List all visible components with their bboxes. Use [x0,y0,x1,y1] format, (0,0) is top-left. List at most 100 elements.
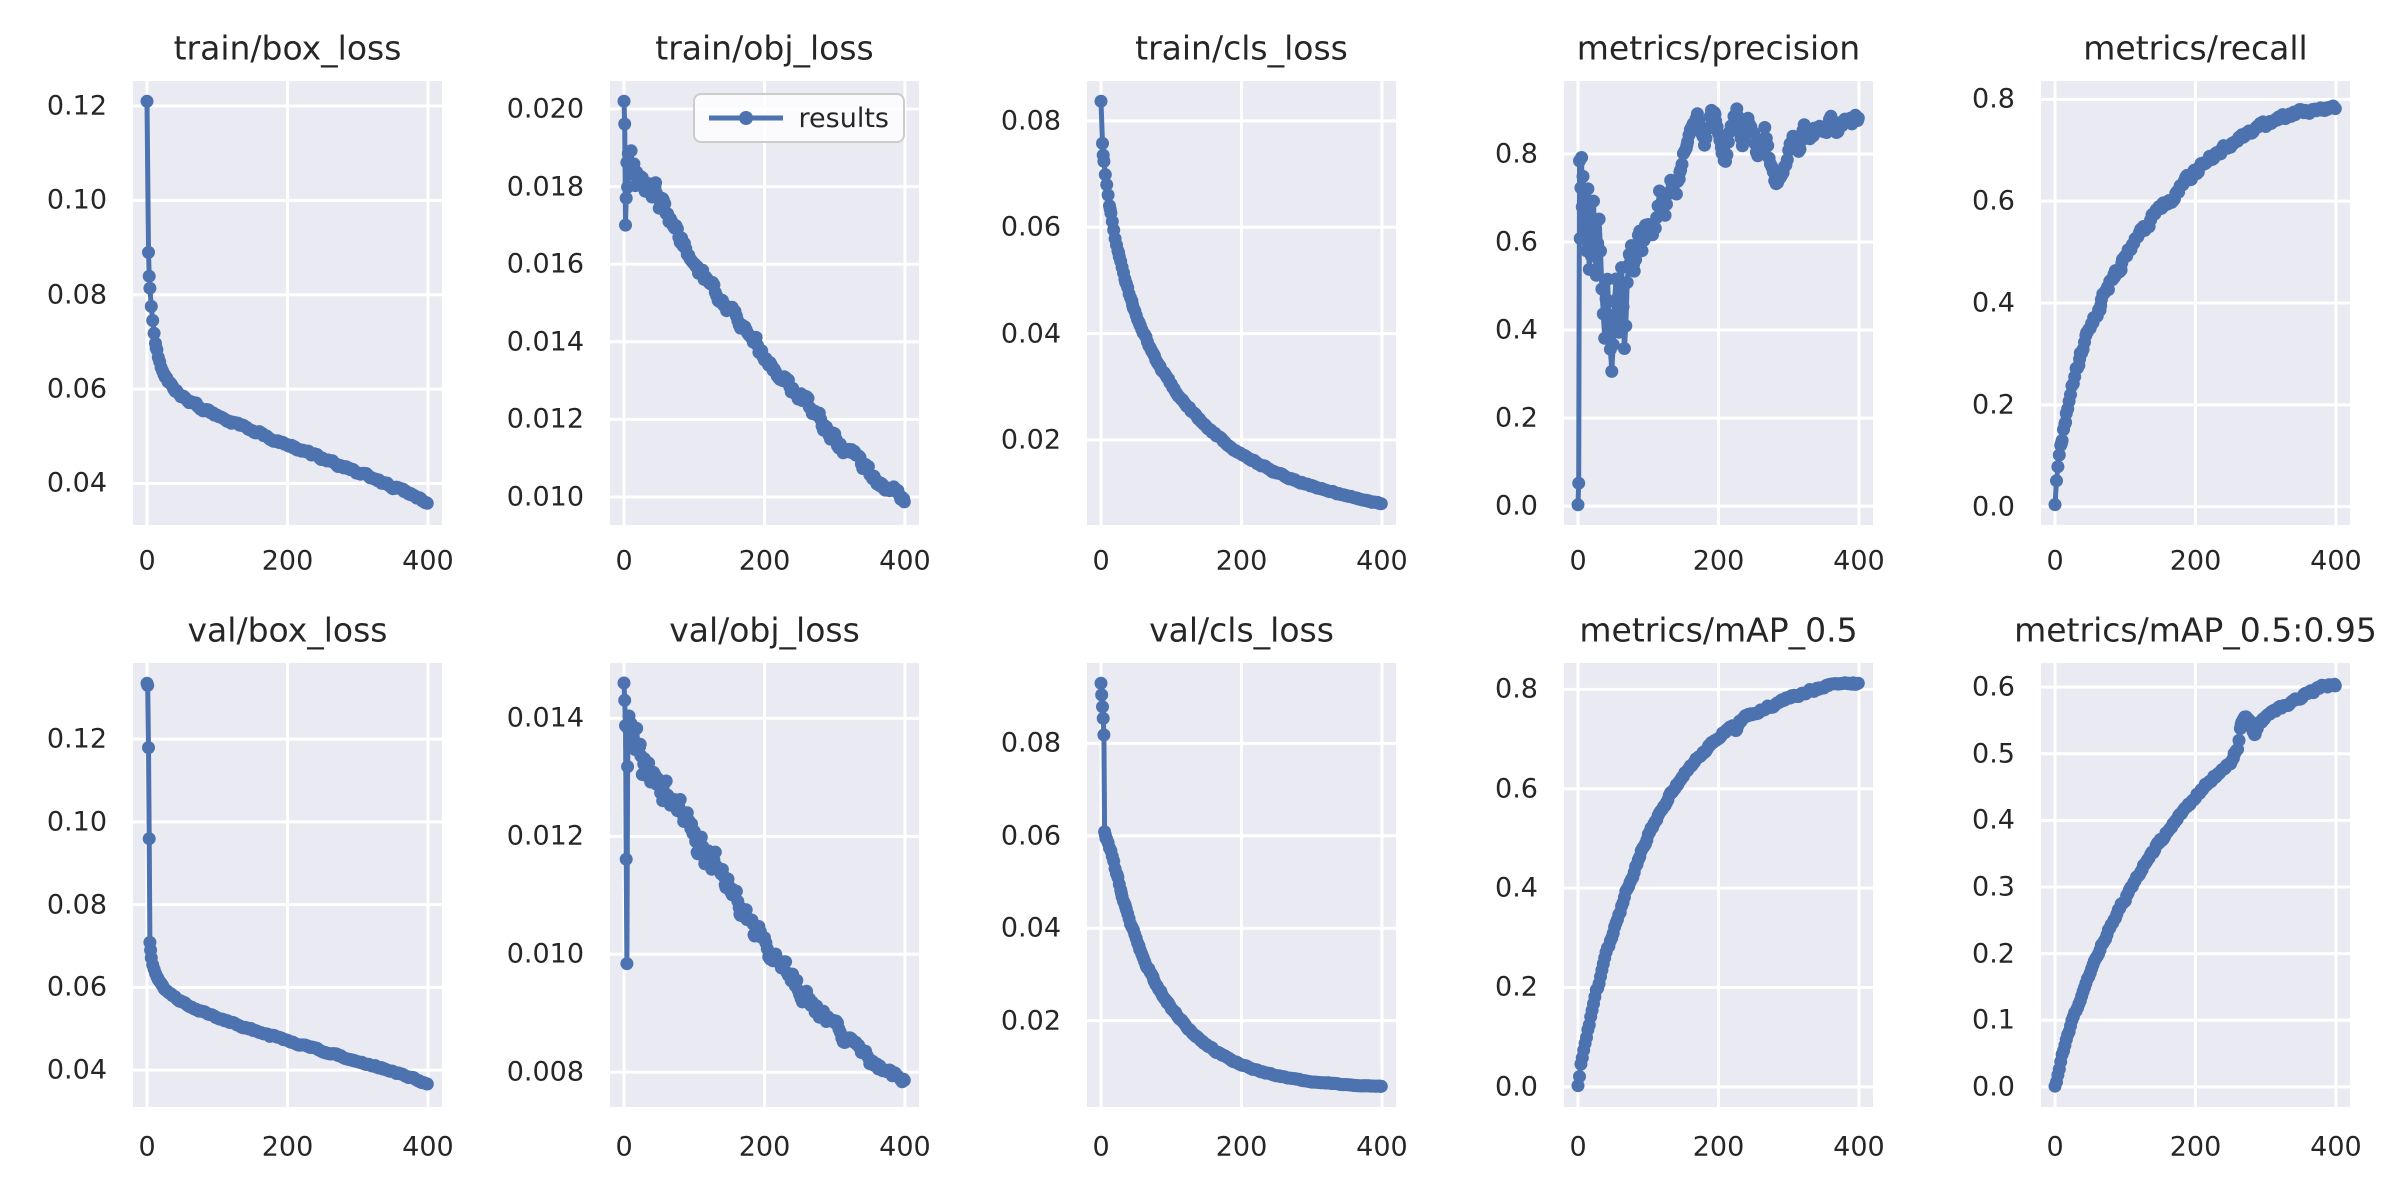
y-tick-label: 0.08 [1000,105,1061,137]
x-tick-label: 0 [1092,1131,1110,1163]
x-tick-label: 200 [2169,1131,2222,1163]
series-marker [2232,733,2246,747]
series-marker [619,852,633,866]
series-marker [1573,1070,1586,1083]
series-marker [2328,679,2342,693]
x-tick-label: 0 [2046,1131,2064,1163]
series-marker [1669,187,1683,201]
series-marker [1094,94,1108,108]
y-tick-label: 0.018 [506,171,584,203]
series-marker [2050,474,2063,488]
x-tick-label: 200 [1215,1131,1268,1163]
series-marker [1101,188,1115,202]
x-tick-label: 200 [261,1131,314,1163]
x-tick-label: 200 [2169,545,2222,577]
series-marker [1660,197,1673,211]
series-marker [1374,497,1388,511]
x-tick-label: 0 [2046,545,2064,577]
legend-marker [739,111,753,125]
x-tick-label: 400 [1356,545,1408,577]
series-marker [1617,342,1631,355]
series-marker [620,957,634,971]
y-tick-label: 0.10 [46,184,107,216]
y-tick-label: 0.3 [1972,871,2015,903]
y-tick-label: 0.10 [46,806,107,838]
series-marker [619,191,633,205]
plot-area-val-cls-loss [1087,663,1396,1107]
plot-area-metrics-recall [2041,81,2350,525]
series-marker [1576,169,1590,183]
series-marker [1592,212,1606,226]
series-marker [779,955,793,969]
series-marker [1095,688,1109,702]
y-tick-label: 0.2 [1495,971,1538,1003]
y-tick-label: 0.02 [1000,1005,1061,1037]
y-tick-label: 0.2 [1972,938,2015,970]
y-tick-label: 0.0 [1495,490,1538,522]
series-marker [1609,272,1623,286]
y-tick-label: 0.6 [1972,671,2015,703]
y-tick-label: 0.014 [506,326,584,358]
y-tick-label: 0.04 [1000,912,1061,944]
series-marker [1851,111,1865,125]
series-marker [619,218,632,232]
series-marker [1096,136,1109,150]
y-tick-label: 0.06 [46,373,107,405]
y-tick-label: 0.4 [1495,314,1538,346]
series-marker [420,1077,434,1091]
series-marker [143,281,157,295]
x-tick-label: 400 [1833,545,1885,577]
series-marker [621,760,635,774]
series-marker [1616,300,1630,314]
y-tick-label: 0.020 [506,93,584,125]
y-tick-label: 0.06 [1000,211,1061,243]
series-marker [618,693,632,707]
series-marker [1589,268,1603,282]
chart-title-train-box-loss: train/box_loss [173,28,402,68]
series-marker [897,1073,911,1087]
series-marker [1747,126,1761,140]
x-tick-label: 200 [261,545,314,577]
series-marker [1758,121,1772,134]
x-tick-label: 200 [1215,545,1268,577]
series-marker [1602,308,1616,322]
series-marker [140,94,154,108]
x-tick-label: 0 [138,545,156,577]
x-tick-label: 0 [1092,545,1110,577]
x-tick-label: 400 [2310,545,2362,577]
y-tick-label: 0.04 [1000,318,1061,350]
x-tick-label: 400 [402,1131,454,1163]
series-marker [142,832,156,846]
series-marker [1761,139,1775,153]
legend-line-sample-icon [709,111,783,125]
series-marker [420,496,434,510]
plot-area-val-box-loss [133,663,442,1107]
series-marker [1720,148,1734,162]
y-tick-label: 0.2 [1495,402,1538,434]
y-tick-label: 0.4 [1972,287,2015,319]
x-tick-label: 0 [615,545,633,577]
series-marker [2051,460,2065,474]
series-marker [624,144,638,158]
y-tick-label: 0.1 [1972,1004,2015,1036]
x-tick-label: 400 [1833,1131,1885,1163]
x-tick-label: 0 [615,1131,633,1163]
series-marker [146,314,160,327]
series-marker [141,678,155,692]
chart-title-val-obj-loss: val/obj_loss [669,610,860,650]
x-tick-label: 200 [1692,545,1745,577]
y-tick-label: 0.4 [1972,804,2015,836]
series-marker [659,774,673,788]
chart-title-metrics-map-0-5: metrics/mAP_0.5 [1579,610,1858,650]
series-marker [617,94,631,108]
series-marker [1699,131,1713,145]
series-marker [1721,135,1735,149]
series-marker [633,737,647,751]
x-tick-label: 0 [138,1131,156,1163]
series-marker [1629,253,1643,267]
x-tick-label: 400 [2310,1131,2362,1163]
series-marker [1595,282,1609,296]
x-tick-label: 400 [879,1131,931,1163]
series-marker [1374,1079,1388,1093]
